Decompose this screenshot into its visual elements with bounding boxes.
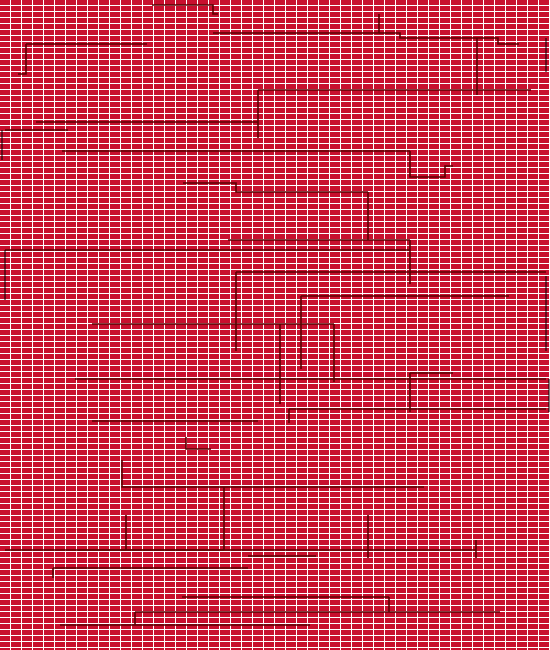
wire-path-13: [183, 182, 368, 193]
edge-brackets: [1, 38, 550, 412]
wire-path-12: [409, 151, 453, 178]
wire-path-31: [185, 437, 211, 450]
wire-paths: [5, 4, 546, 626]
wire-path-1: [152, 4, 218, 15]
wire-path-32: [121, 460, 424, 488]
wire-path-5: [18, 44, 27, 75]
wire-path-3: [379, 32, 519, 45]
